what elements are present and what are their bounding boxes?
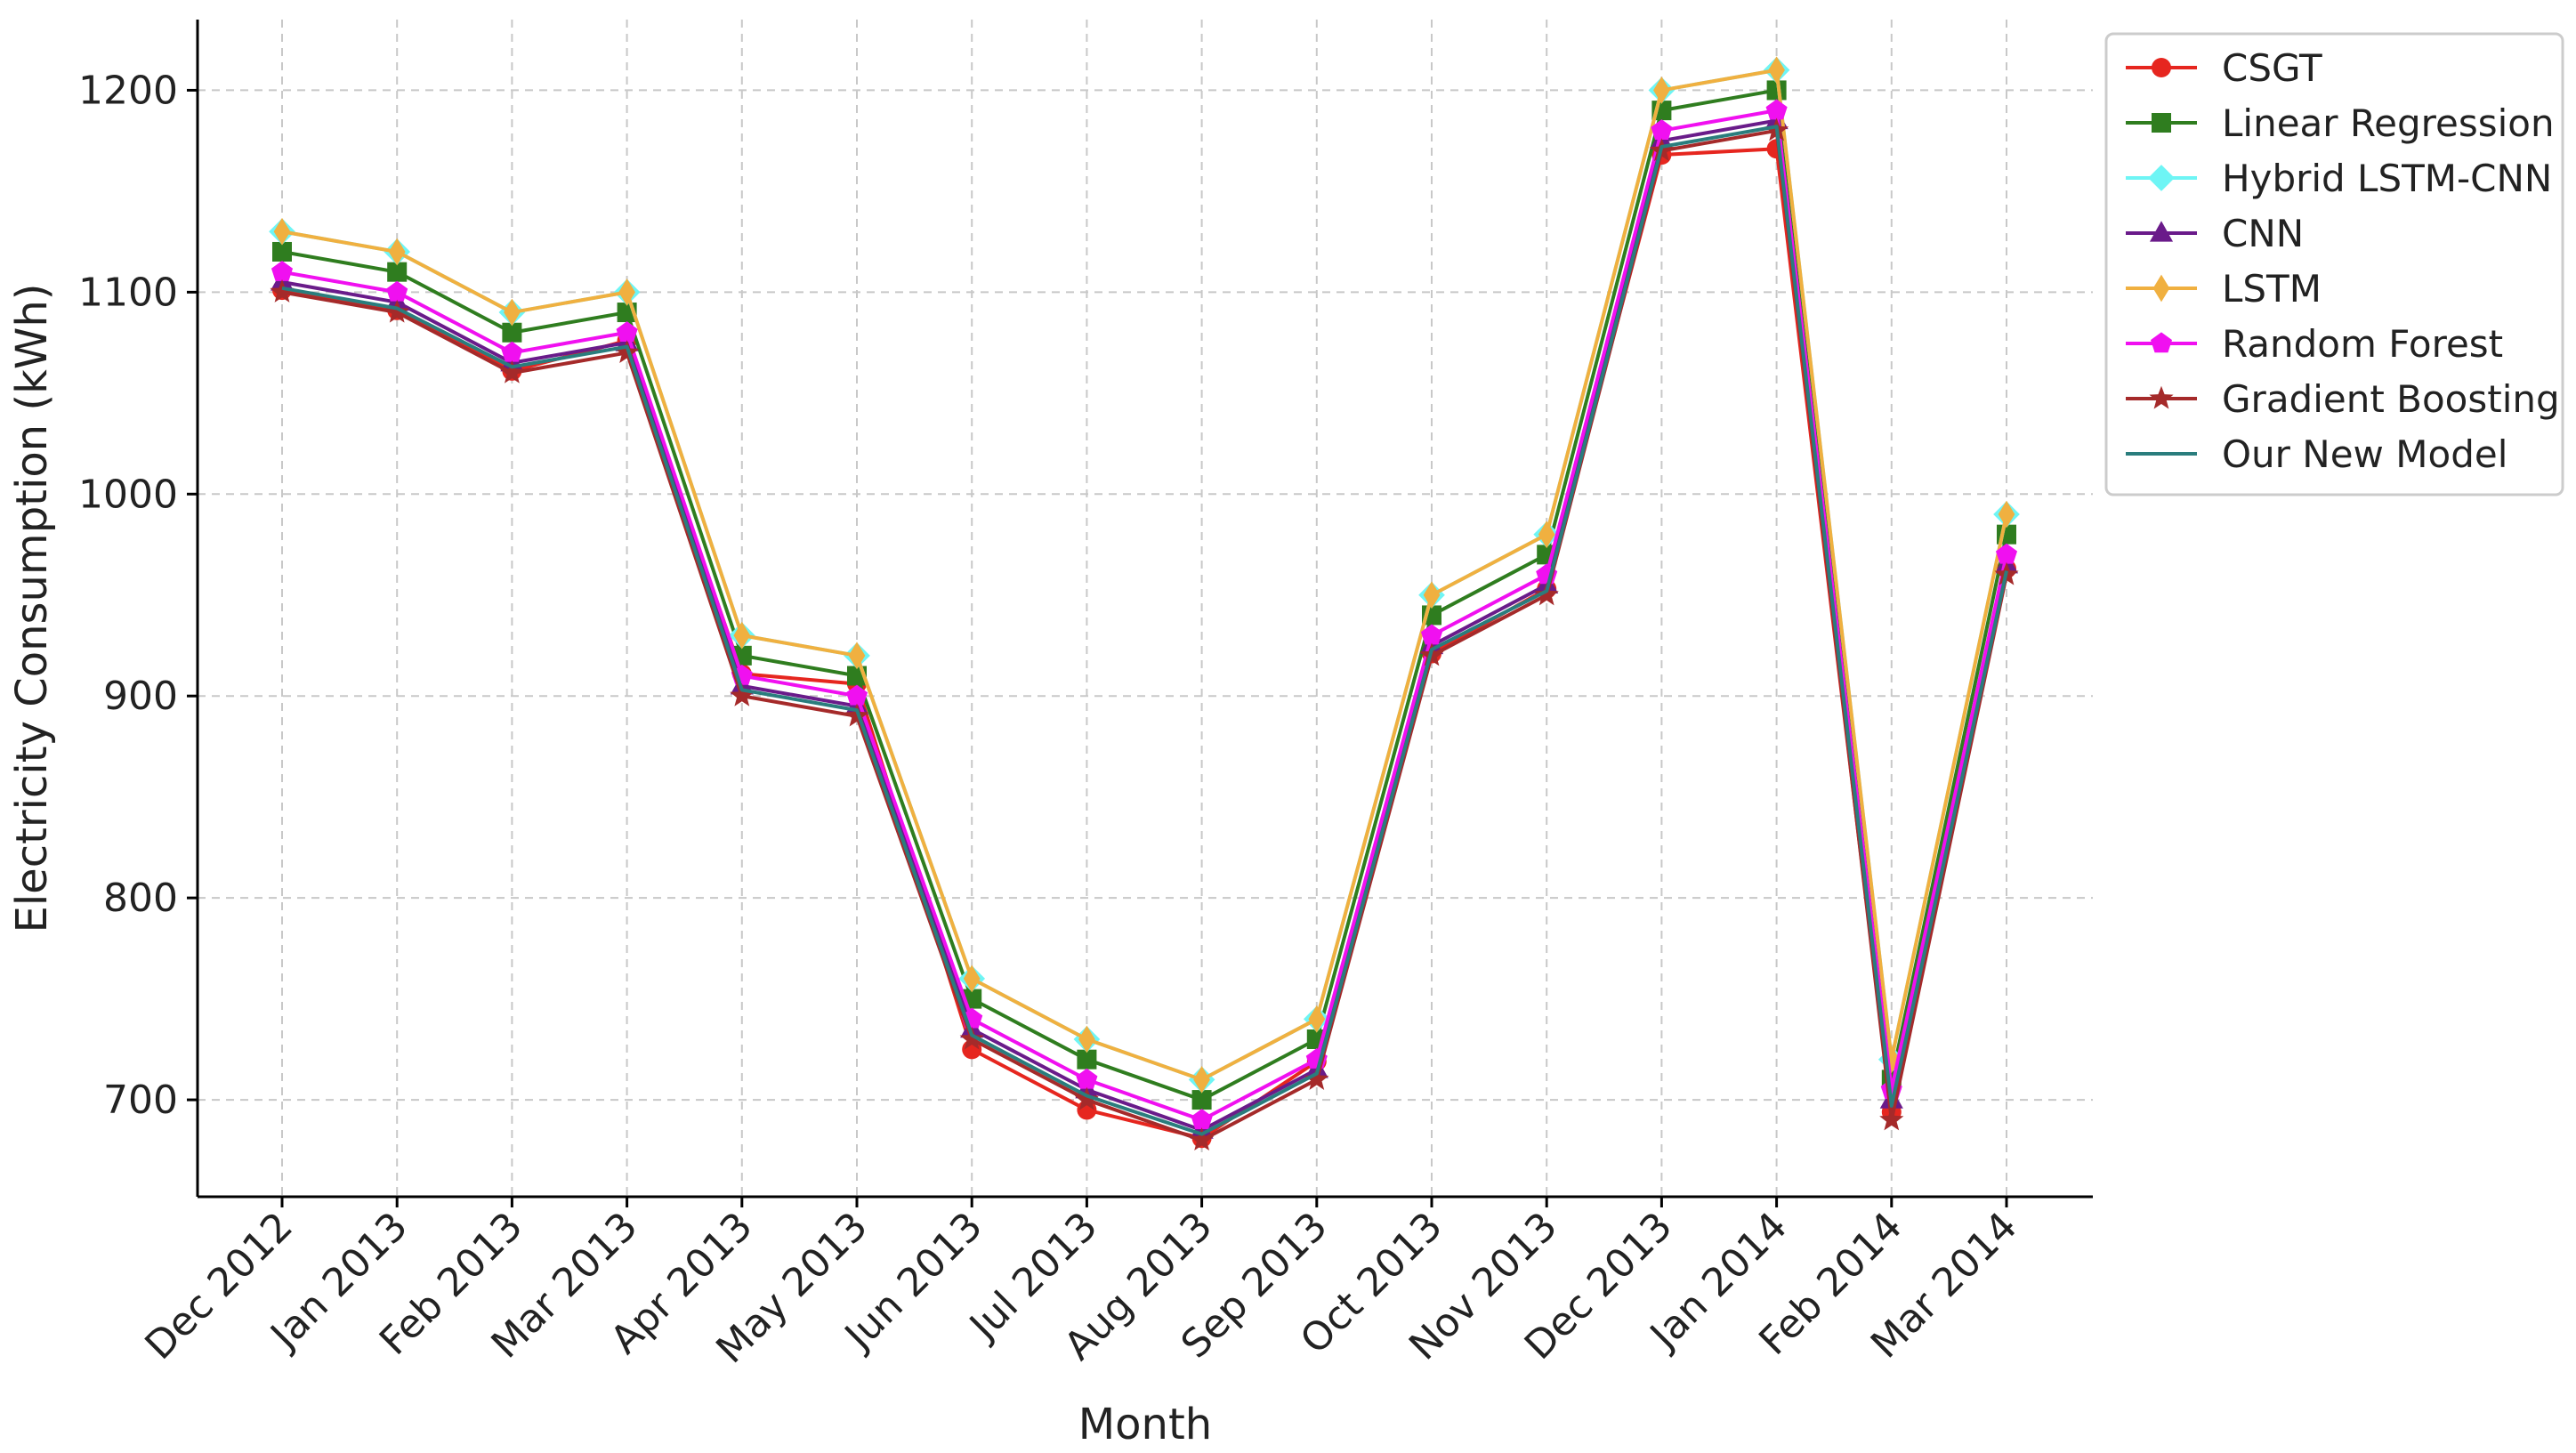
legend-label: Linear Regression bbox=[2222, 101, 2555, 145]
series-cnn bbox=[270, 108, 2019, 1139]
legend-label: Hybrid LSTM-CNN bbox=[2222, 157, 2552, 200]
y-axis-label: Electricity Consumption (kWh) bbox=[7, 284, 57, 933]
data-point-lstm bbox=[1423, 581, 1441, 609]
series-line-linear-regression bbox=[281, 88, 2008, 1102]
data-point-lstm bbox=[1308, 1005, 1326, 1033]
legend-marker-swatch bbox=[2152, 58, 2171, 77]
legend-entry-random-forest: Random Forest bbox=[2126, 322, 2503, 366]
legend-label: CNN bbox=[2222, 212, 2304, 255]
y-tick-label: 900 bbox=[103, 674, 178, 719]
data-point-linear-regression bbox=[272, 241, 292, 262]
data-point-gradient-boosting bbox=[730, 682, 755, 706]
legend-entry-linear-regression: Linear Regression bbox=[2126, 101, 2555, 145]
data-point-random-forest bbox=[1651, 119, 1673, 141]
y-tick-label: 800 bbox=[103, 876, 178, 921]
legend-marker-swatch bbox=[2149, 221, 2174, 242]
data-point-gradient-boosting bbox=[1879, 1107, 1904, 1131]
legend-marker-swatch bbox=[2152, 113, 2171, 133]
series-line-gradient-boosting bbox=[281, 128, 2008, 1142]
data-point-gradient-boosting bbox=[1304, 1067, 1329, 1090]
series-line-hybrid-lstm-cnn bbox=[281, 68, 2008, 1082]
legend-label: LSTM bbox=[2222, 267, 2322, 311]
legend-entry-csgt: CSGT bbox=[2126, 46, 2322, 90]
data-point-gradient-boosting bbox=[384, 299, 409, 323]
y-tick-label: 1100 bbox=[78, 270, 178, 315]
data-point-linear-regression bbox=[1766, 80, 1787, 101]
series-line-lstm bbox=[281, 68, 2008, 1082]
series-line-random-forest bbox=[281, 109, 2008, 1122]
legend: CSGT Linear Regression Hybrid LSTM-CNN CNN L… bbox=[2104, 32, 2564, 496]
data-point-random-forest bbox=[845, 684, 868, 706]
series-lines bbox=[269, 56, 2020, 1151]
data-point-lstm bbox=[273, 217, 291, 246]
legend-entry-lstm: LSTM bbox=[2126, 267, 2322, 311]
legend-entry-cnn: CNN bbox=[2126, 212, 2304, 255]
legend-label: Gradient Boosting bbox=[2222, 377, 2560, 421]
axes bbox=[187, 20, 2093, 1207]
legend-box bbox=[2104, 32, 2564, 496]
series-gradient-boosting bbox=[270, 117, 2019, 1151]
y-tick-label: 700 bbox=[103, 1078, 178, 1123]
series-hybrid-lstm-cnn bbox=[269, 56, 2020, 1094]
data-point-gradient-boosting bbox=[1074, 1086, 1100, 1110]
data-point-lstm bbox=[733, 621, 751, 650]
data-point-linear-regression bbox=[502, 322, 522, 343]
data-point-gradient-boosting bbox=[959, 1026, 984, 1050]
data-point-lstm bbox=[1193, 1065, 1210, 1094]
data-point-random-forest bbox=[386, 280, 408, 302]
legend-label: Random Forest bbox=[2222, 322, 2503, 366]
series-line-cnn bbox=[281, 118, 2008, 1133]
series-line-our-new-model bbox=[281, 125, 2008, 1136]
data-point-lstm bbox=[1078, 1025, 1095, 1053]
y-tick-label: 1200 bbox=[78, 68, 178, 113]
x-axis-label: Month bbox=[1078, 1400, 1212, 1449]
legend-label: CSGT bbox=[2222, 46, 2322, 90]
data-point-lstm bbox=[504, 298, 521, 327]
data-point-random-forest bbox=[271, 261, 294, 281]
data-point-linear-regression bbox=[387, 262, 408, 282]
series-line-csgt bbox=[281, 147, 2008, 1141]
data-point-gradient-boosting bbox=[1534, 582, 1559, 606]
legend-marker-swatch bbox=[2150, 332, 2173, 353]
data-point-lstm bbox=[388, 238, 406, 266]
legend-entry-gradient-boosting: Gradient Boosting bbox=[2126, 377, 2560, 421]
series-our-new-model bbox=[281, 125, 2008, 1136]
legend-entry-hybrid-lstm-cnn: Hybrid LSTM-CNN bbox=[2126, 157, 2552, 200]
data-point-random-forest bbox=[1191, 1109, 1213, 1130]
data-point-gradient-boosting bbox=[499, 359, 525, 383]
data-point-gradient-boosting bbox=[270, 279, 295, 303]
data-point-lstm bbox=[848, 642, 866, 670]
series-lstm bbox=[273, 56, 2015, 1094]
data-point-random-forest bbox=[1076, 1068, 1098, 1089]
legend-marker-swatch bbox=[2152, 274, 2170, 303]
data-point-linear-regression bbox=[1077, 1049, 1097, 1070]
data-point-lstm bbox=[1768, 56, 1785, 85]
data-point-random-forest bbox=[1765, 99, 1788, 120]
y-tick-label: 1000 bbox=[78, 472, 178, 517]
data-point-random-forest bbox=[501, 341, 523, 362]
legend-entry-our-new-model: Our New Model bbox=[2126, 432, 2507, 476]
series-random-forest bbox=[271, 99, 2018, 1130]
data-point-lstm bbox=[1998, 500, 2015, 529]
data-point-lstm bbox=[1538, 521, 1555, 549]
legend-marker-swatch bbox=[2149, 385, 2174, 409]
data-point-lstm bbox=[963, 965, 981, 993]
legend-marker-swatch bbox=[2148, 165, 2175, 191]
series-csgt bbox=[272, 139, 2016, 1149]
data-point-lstm bbox=[618, 278, 635, 306]
data-point-gradient-boosting bbox=[1189, 1127, 1215, 1151]
series-linear-regression bbox=[272, 80, 2016, 1110]
data-point-lstm bbox=[1653, 77, 1670, 104]
data-point-random-forest bbox=[1420, 624, 1443, 645]
grid bbox=[198, 20, 2093, 1197]
data-point-linear-regression bbox=[1191, 1090, 1212, 1110]
x-tick-label: Dec 2012 bbox=[136, 1204, 301, 1368]
data-point-random-forest bbox=[1995, 543, 2018, 564]
data-point-random-forest bbox=[616, 321, 638, 342]
legend-label: Our New Model bbox=[2222, 432, 2507, 476]
